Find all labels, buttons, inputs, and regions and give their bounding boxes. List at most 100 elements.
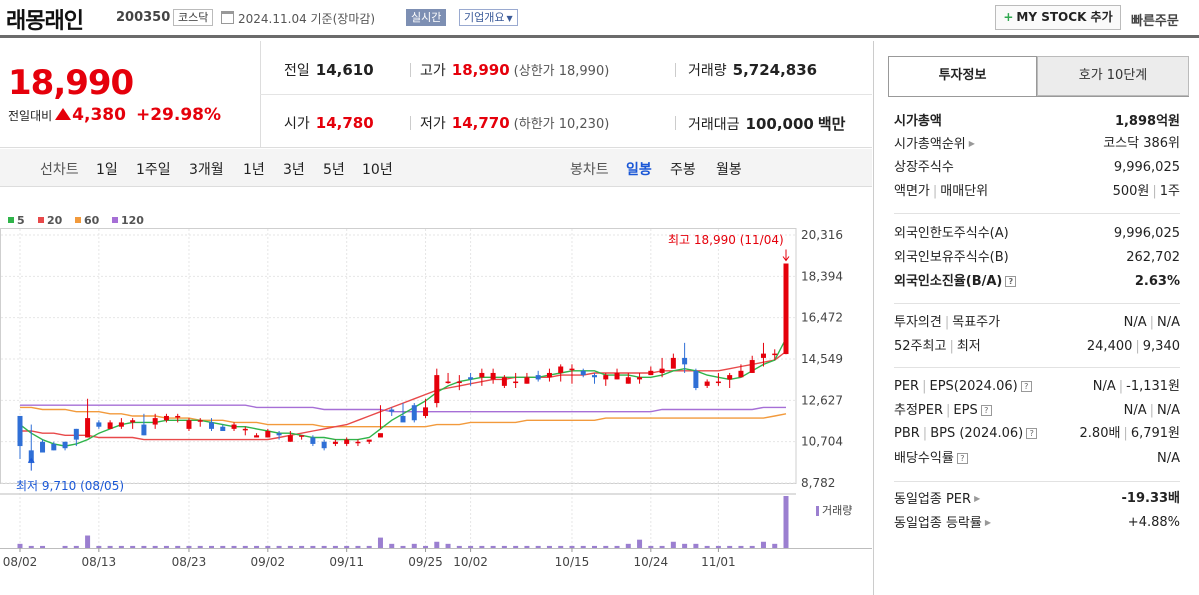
candle [535, 375, 541, 380]
volume-legend-swatch [816, 506, 819, 516]
low-price-label: 저가 [420, 116, 446, 132]
candle [411, 405, 417, 421]
separator [675, 116, 676, 130]
candle [163, 415, 169, 421]
candle [287, 435, 293, 442]
x-tick-label: 08/02 [3, 555, 38, 569]
volume-bar [366, 545, 372, 548]
period-10y[interactable]: 10년 [362, 162, 393, 178]
candle-monthly[interactable]: 월봉 [716, 162, 742, 178]
quick-order-button[interactable]: 빠른주문 [1131, 14, 1179, 29]
candle [434, 375, 440, 404]
market-cap-rank-row[interactable]: 시가총액순위 ▶ 코스닥 386위 [894, 133, 1180, 155]
plus-icon: + [1003, 10, 1014, 24]
candle [738, 370, 744, 378]
volume-bar [535, 545, 541, 548]
volume-bars [17, 496, 819, 548]
industry-per-value: -19.33배 [1121, 491, 1180, 506]
realtime-badge[interactable]: 실시간 [406, 9, 447, 26]
candle [715, 381, 721, 384]
candle [152, 418, 158, 425]
x-tick-label: 09/25 [408, 555, 443, 569]
pbr-label: PBR [894, 426, 920, 441]
volume-bar [332, 545, 338, 548]
pbr-value: 2.80배 [1079, 426, 1121, 441]
per-value: N/A [1092, 379, 1116, 394]
candle [28, 450, 34, 464]
candle [107, 422, 113, 429]
period-1d[interactable]: 1일 [96, 162, 118, 178]
volume-bar [625, 543, 631, 548]
triangle-right-icon: ▶ [984, 518, 992, 527]
industry-per-row[interactable]: 동일업종 PER ▶ -19.33배 [894, 488, 1180, 510]
separator [675, 63, 676, 77]
price-chart: 5 20 60 120 8,782 10,704 12,627 14,549 16,472 18… [0, 214, 872, 569]
market-cap-rank-label: 시가총액순위 [894, 137, 966, 152]
high-price-value: 18,990 [451, 61, 510, 79]
candle [197, 420, 203, 422]
listed-shares-row: 상장주식수 9,996,025 [894, 157, 1180, 179]
low-arrow-icon [27, 457, 35, 471]
period-1y[interactable]: 1년 [243, 162, 265, 178]
legend-swatch-20 [38, 217, 44, 223]
volume-bar [648, 545, 654, 548]
target-label: 목표주가 [952, 315, 1001, 330]
volume-label: 거래량 [688, 63, 727, 79]
legend-swatch-60 [75, 217, 81, 223]
candle-weekly[interactable]: 주봉 [670, 162, 696, 178]
candle [456, 381, 462, 384]
volume-bar [389, 543, 395, 548]
candle [704, 381, 710, 386]
eps-value: -1,131원 [1126, 379, 1180, 394]
company-overview-button[interactable]: 기업개요 ▼ [459, 9, 518, 26]
triangle-right-icon: ▶ [968, 139, 975, 148]
volume-bar [96, 545, 102, 548]
candle [648, 370, 654, 376]
candle [468, 377, 474, 380]
candle [727, 375, 733, 380]
candle-daily[interactable]: 일봉 [626, 162, 652, 178]
period-5y[interactable]: 5년 [323, 162, 345, 178]
trade-unit-value: 1주 [1159, 184, 1180, 199]
candle [546, 372, 552, 378]
volume-bar [299, 545, 305, 548]
candle [625, 377, 631, 384]
company-overview-label: 기업개요 [464, 11, 505, 24]
tab-investment-info[interactable]: 투자정보 [888, 56, 1037, 96]
divider [260, 94, 872, 95]
help-icon[interactable]: ? [1005, 276, 1017, 287]
legend-label-60: 60 [84, 214, 100, 227]
help-icon[interactable]: ? [980, 405, 992, 416]
volume-bar [152, 545, 158, 548]
ma5-line [19, 338, 787, 447]
candle [310, 437, 316, 444]
volume-bar [141, 545, 147, 548]
dividend-row: 배당수익률? N/A [894, 448, 1180, 470]
separator [410, 116, 411, 130]
trade-amount-label: 거래대금 [688, 117, 740, 133]
help-icon[interactable]: ? [1026, 428, 1038, 439]
candle [299, 435, 305, 437]
up-arrow-icon [55, 108, 72, 120]
candle [659, 368, 665, 373]
period-3y[interactable]: 3년 [283, 162, 305, 178]
tab-orderbook[interactable]: 호가 10단계 [1037, 56, 1189, 96]
x-tick-label: 10/15 [555, 555, 590, 569]
listed-shares-label: 상장주식수 [894, 160, 954, 175]
period-1w[interactable]: 1주일 [136, 162, 171, 178]
y-axis-ticks: 8,782 10,704 12,627 14,549 16,472 18,394 20,31… [801, 228, 843, 490]
foreign-ratio-label: 외국인소진율(B/A) [894, 274, 1003, 289]
candle [445, 381, 451, 384]
industry-change-value: +4.88% [1127, 515, 1180, 530]
prev-close: 전일 14,610 [284, 60, 374, 80]
period-3m[interactable]: 3개월 [189, 162, 224, 178]
chart-period-bar: 선차트 1일 1주일 3개월 1년 3년 5년 10년 봉차트 일봉 주봉 월봉 [0, 149, 872, 187]
bps-label: BPS (2024.06) [930, 426, 1024, 441]
volume-value: 5,724,836 [732, 61, 818, 79]
add-mystock-button[interactable]: + MY STOCK 추가 [995, 5, 1121, 30]
candle [332, 441, 338, 444]
help-icon[interactable]: ? [1020, 381, 1032, 392]
industry-change-row[interactable]: 동일업종 등락률 ▶ +4.88% [894, 512, 1180, 534]
volume-bar [321, 545, 327, 548]
help-icon[interactable]: ? [956, 453, 968, 464]
